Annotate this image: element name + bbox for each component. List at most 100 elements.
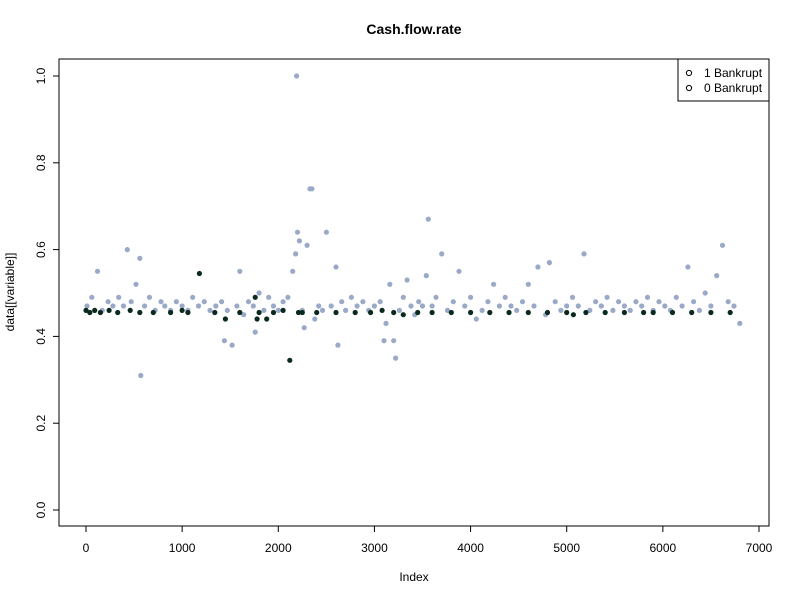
- point-1-bankrupt: [92, 307, 98, 313]
- point-0-bankrupt: [339, 299, 345, 305]
- point-0-bankrupt: [604, 294, 610, 300]
- point-0-bankrupt: [531, 303, 537, 309]
- point-1-bankrupt: [83, 307, 89, 313]
- point-0-bankrupt: [128, 299, 134, 305]
- point-0-bankrupt: [229, 342, 235, 348]
- point-1-bankrupt: [391, 309, 397, 316]
- point-0-bankrupt: [708, 303, 714, 309]
- point-0-bankrupt: [116, 294, 122, 300]
- point-0-bankrupt: [335, 342, 341, 348]
- point-0-bankrupt: [450, 299, 456, 305]
- point-0-bankrupt: [221, 338, 227, 344]
- point-0-bankrupt: [319, 307, 326, 313]
- point-0-bankrupt: [234, 303, 240, 309]
- point-0-bankrupt: [419, 303, 426, 309]
- point-0-bankrupt: [425, 216, 431, 222]
- point-0-bankrupt: [621, 303, 628, 309]
- point-0-bankrupt: [396, 307, 402, 313]
- point-1-bankrupt: [299, 309, 305, 316]
- point-0-bankrupt: [138, 372, 144, 379]
- point-0-bankrupt: [219, 299, 225, 305]
- point-0-bankrupt: [644, 294, 651, 300]
- point-1-bankrupt: [106, 307, 112, 313]
- point-1-bankrupt: [650, 309, 656, 316]
- point-1-bankrupt: [400, 312, 406, 318]
- point-0-bankrupt: [508, 303, 514, 309]
- point-0-bankrupt: [564, 303, 570, 309]
- point-0-bankrupt: [656, 299, 662, 305]
- y-tick-label: 0.4: [34, 328, 48, 345]
- point-0-bankrupt: [241, 312, 247, 318]
- point-1-bankrupt: [544, 309, 551, 316]
- point-0-bankrupt: [673, 294, 679, 300]
- point-0-bankrupt: [479, 307, 485, 313]
- point-0-bankrupt: [110, 303, 116, 309]
- point-0-bankrupt: [285, 294, 291, 300]
- point-1-bankrupt: [179, 307, 185, 313]
- point-0-bankrupt: [714, 273, 720, 279]
- point-1-bankrupt: [252, 294, 258, 300]
- point-0-bankrupt: [416, 299, 422, 305]
- point-0-bankrupt: [275, 307, 281, 313]
- point-0-bankrupt: [514, 307, 520, 313]
- point-0-bankrupt: [393, 355, 399, 361]
- legend-box: [677, 58, 770, 102]
- point-0-bankrupt: [316, 303, 322, 309]
- point-1-bankrupt: [222, 316, 228, 322]
- point-0-bankrupt: [587, 307, 593, 313]
- point-0-bankrupt: [207, 307, 213, 313]
- point-0-bankrupt: [496, 303, 502, 309]
- point-1-bankrupt: [448, 309, 454, 316]
- point-0-bankrupt: [433, 294, 439, 300]
- point-1-bankrupt: [621, 309, 628, 316]
- point-0-bankrupt: [213, 303, 219, 309]
- point-1-bankrupt: [150, 309, 156, 316]
- x-tick-label: 0: [83, 541, 90, 555]
- point-0-bankrupt: [400, 294, 406, 300]
- point-0-bankrupt: [173, 299, 179, 305]
- point-0-bankrupt: [261, 307, 267, 313]
- legend-symbol-0: [685, 84, 693, 92]
- point-1-bankrupt: [415, 309, 421, 316]
- point-0-bankrupt: [719, 242, 726, 248]
- point-1-bankrupt: [333, 309, 339, 316]
- point-1-bankrupt: [570, 312, 577, 318]
- point-0-bankrupt: [696, 307, 703, 313]
- point-0-bankrupt: [593, 299, 599, 305]
- point-0-bankrupt: [383, 320, 389, 326]
- point-1-bankrupt: [352, 309, 358, 316]
- point-1-bankrupt: [583, 309, 589, 316]
- point-0-bankrupt: [662, 303, 668, 309]
- point-0-bankrupt: [462, 303, 468, 309]
- point-0-bankrupt: [301, 325, 307, 331]
- chart-title: Cash.flow.rate: [366, 21, 461, 37]
- point-1-bankrupt: [602, 309, 608, 316]
- point-0-bankrupt: [702, 290, 708, 296]
- point-1-bankrupt: [87, 309, 93, 316]
- point-1-bankrupt: [525, 309, 531, 316]
- point-1-bankrupt: [506, 309, 512, 316]
- point-0-bankrupt: [468, 294, 474, 300]
- point-0-bankrupt: [429, 303, 435, 309]
- point-0-bankrupt: [124, 247, 130, 253]
- point-0-bankrupt: [423, 273, 429, 279]
- point-0-bankrupt: [354, 303, 360, 309]
- point-0-bankrupt: [293, 251, 299, 257]
- point-0-bankrupt: [224, 307, 230, 313]
- point-0-bankrupt: [256, 290, 262, 296]
- point-0-bankrupt: [94, 268, 101, 274]
- x-tick-label: 2000: [265, 541, 292, 555]
- point-0-bankrupt: [120, 303, 127, 309]
- point-0-bankrupt: [237, 268, 243, 274]
- point-0-bankrupt: [569, 294, 576, 300]
- legend-symbol-1: [685, 69, 693, 77]
- point-1-bankrupt: [237, 309, 243, 316]
- point-0-bankrupt: [294, 229, 301, 235]
- point-0-bankrupt: [360, 299, 366, 305]
- point-0-bankrupt: [270, 303, 277, 309]
- point-0-bankrupt: [312, 316, 318, 322]
- point-1-bankrupt: [287, 357, 293, 363]
- point-0-bankrupt: [84, 303, 90, 309]
- point-0-bankrupt: [519, 299, 526, 305]
